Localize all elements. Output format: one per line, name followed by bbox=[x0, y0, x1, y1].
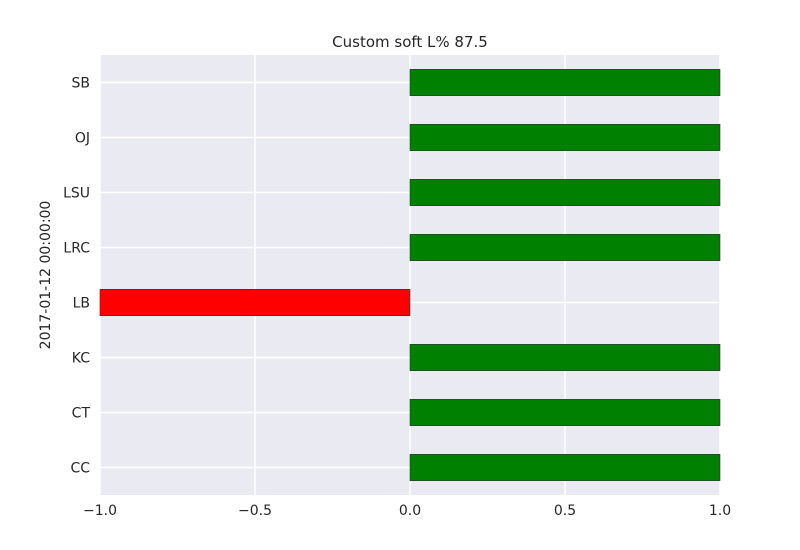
y-tick-label-oj: OJ bbox=[75, 131, 90, 147]
y-tick-label-sb: SB bbox=[72, 76, 91, 92]
x-tick-label-3: 0.5 bbox=[554, 503, 576, 519]
x-tick-label-1: −0.5 bbox=[238, 503, 272, 519]
chart-title: Custom soft L% 87.5 bbox=[332, 33, 488, 51]
y-axis-label: 2017-01-12 00:00:00 bbox=[38, 201, 54, 350]
bar-ct bbox=[409, 398, 721, 426]
bars bbox=[99, 69, 721, 481]
bar-lrc bbox=[409, 234, 721, 262]
bar-oj bbox=[409, 124, 721, 152]
y-tick-label-cc: CC bbox=[70, 461, 90, 477]
y-tick-label-kc: KC bbox=[72, 351, 90, 367]
bar-lb bbox=[99, 288, 411, 316]
y-tick-label-lb: LB bbox=[73, 296, 90, 312]
y-tick-labels: SB OJ LSU LRC LB KC CT CC bbox=[63, 76, 90, 477]
x-tick-labels: −1.0 −0.5 0.0 0.5 1.0 bbox=[83, 503, 731, 519]
bar-sb bbox=[409, 69, 721, 97]
bar-cc bbox=[409, 453, 721, 481]
x-tick-label-4: 1.0 bbox=[709, 503, 731, 519]
y-tick-label-lrc: LRC bbox=[63, 241, 90, 257]
y-tick-label-ct: CT bbox=[72, 406, 91, 422]
x-tick-label-0: −1.0 bbox=[83, 503, 117, 519]
bar-kc bbox=[409, 343, 721, 371]
x-tick-label-2: 0.0 bbox=[399, 503, 421, 519]
y-tick-label-lsu: LSU bbox=[63, 186, 90, 202]
bar-lsu bbox=[409, 179, 721, 207]
